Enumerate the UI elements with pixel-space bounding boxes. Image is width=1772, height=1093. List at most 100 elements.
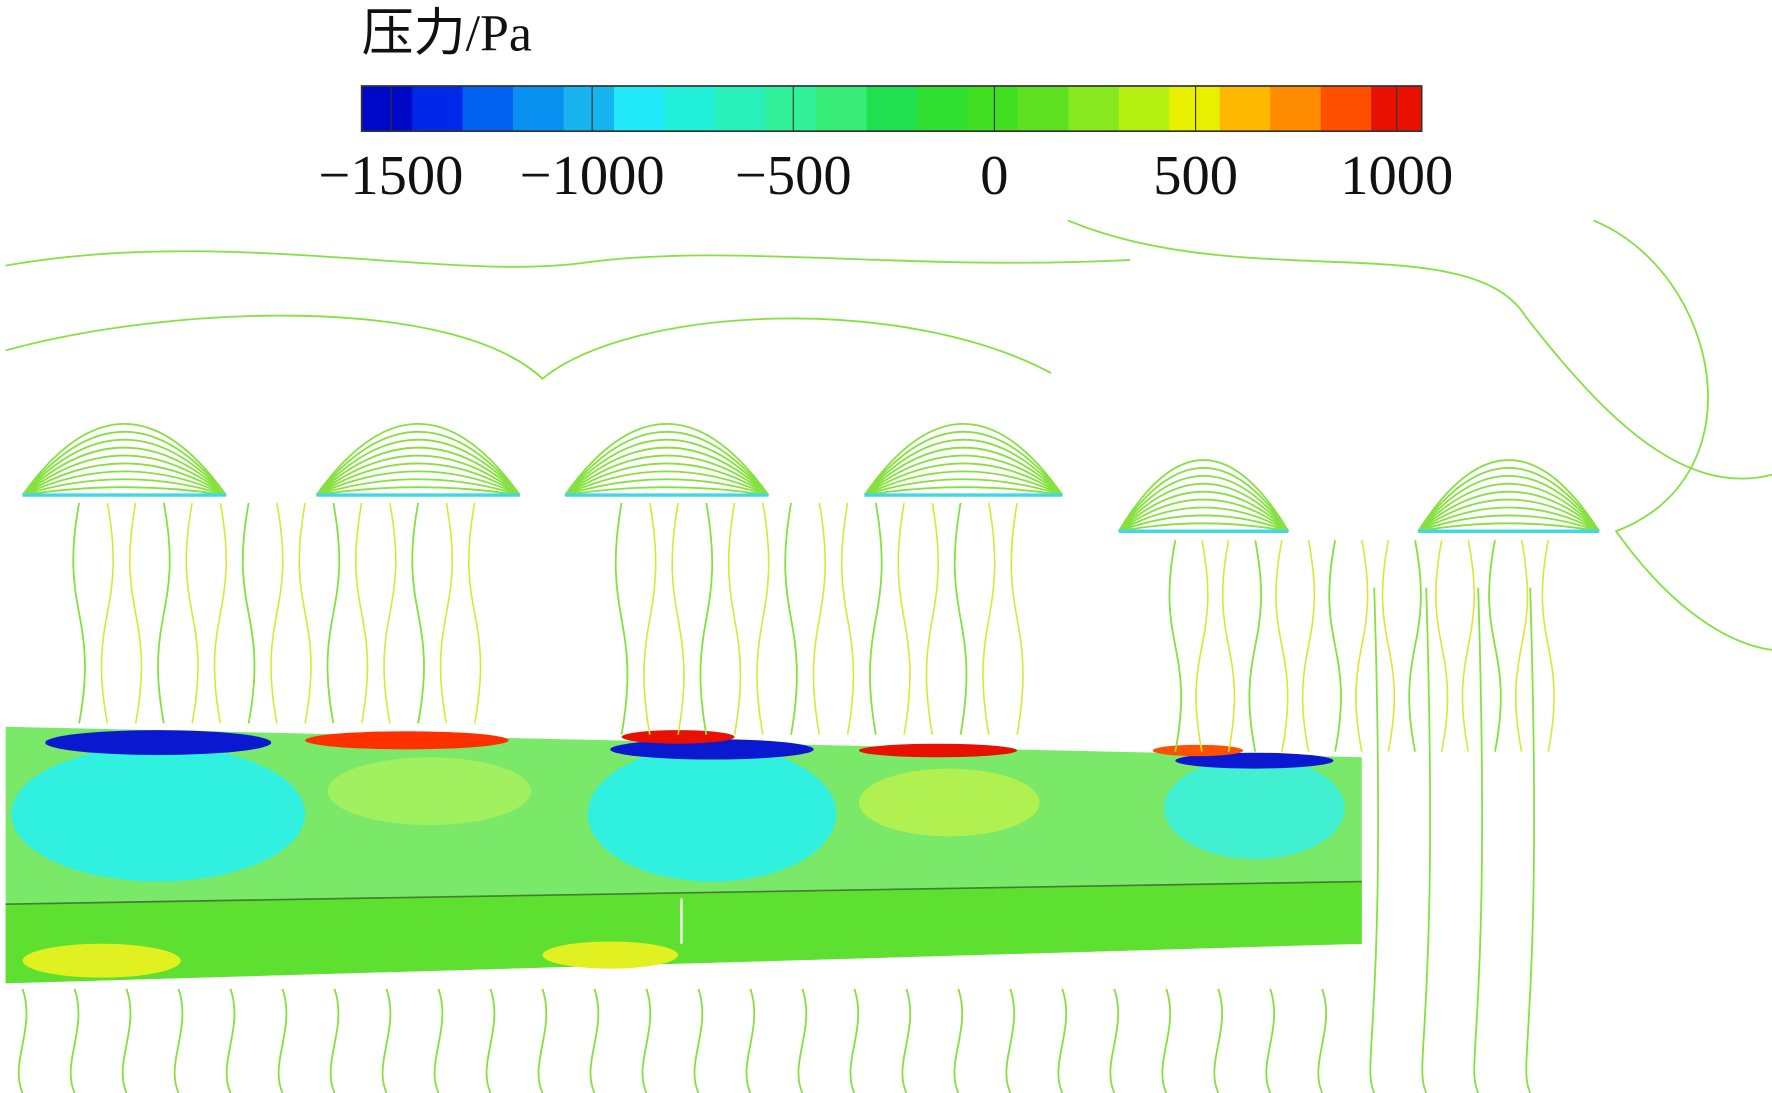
contour-line (564, 478, 769, 496)
contour-line (1168, 540, 1183, 752)
contour-line (564, 431, 770, 496)
low-pressure-zone (587, 745, 837, 882)
contour-line (173, 988, 184, 1093)
contour-line (316, 486, 520, 496)
colorbar-tick-label: −1500 (319, 145, 464, 207)
contour-line (1317, 988, 1327, 1093)
contour-line (564, 470, 769, 496)
colorbar-band (462, 85, 514, 132)
high-pressure-zone (305, 731, 509, 750)
contour-line (812, 502, 826, 735)
colorbar-band (815, 85, 867, 132)
contour-line (1275, 540, 1289, 752)
colorbar-band (614, 85, 666, 132)
contour-line (1473, 587, 1483, 1093)
colorbar-band (866, 85, 918, 132)
low-pressure-zone (1175, 752, 1334, 769)
contour-line (22, 486, 227, 496)
contour-line (863, 422, 1064, 496)
contour-line (1417, 498, 1600, 532)
contour-line (270, 502, 284, 724)
contour-line (316, 478, 521, 496)
contour-line (439, 502, 453, 724)
contour-line (564, 486, 769, 496)
contour-line (1118, 514, 1289, 533)
contour-line (564, 438, 770, 496)
contour-line (1417, 467, 1600, 532)
field-zone (542, 941, 679, 969)
contour-line (277, 988, 288, 1093)
contour-line (614, 502, 629, 735)
contour-line (315, 446, 521, 496)
contour-line (1067, 219, 1772, 480)
contour-line (21, 422, 227, 496)
contour-line (1118, 506, 1289, 533)
contour-line (121, 988, 132, 1093)
contour-line (693, 988, 704, 1093)
contour-line (1369, 587, 1380, 1093)
contour-line (5, 314, 1052, 380)
contour-line (1435, 540, 1449, 752)
contour-line (298, 502, 312, 724)
contour-line (564, 462, 769, 496)
colorbar-band (1219, 85, 1271, 132)
contour-line (953, 502, 968, 735)
contour-line (1417, 506, 1600, 533)
colorbar-band (563, 85, 615, 132)
contour-line (1461, 540, 1475, 752)
colorbar: −1500 −1000 −500 0 500 1000 (319, 85, 1453, 207)
contour-line (864, 486, 1063, 496)
contour-line (157, 502, 171, 724)
colorbar-frame (360, 85, 1423, 133)
contour-line (1417, 474, 1600, 532)
contour-line (756, 502, 770, 735)
contour-line (316, 470, 521, 496)
colorbar-band (513, 85, 565, 132)
contour-line (1265, 988, 1275, 1093)
contour-line (5, 250, 1131, 268)
contour-line (671, 502, 685, 735)
contour-line (564, 446, 770, 496)
contour-line (864, 462, 1063, 496)
contour-line (1525, 587, 1535, 1093)
contour-line (863, 454, 1063, 496)
contour-line (1355, 540, 1369, 752)
colorbar-title: 压力/Pa (362, 5, 532, 62)
contour-line (69, 988, 80, 1093)
contour-line (329, 988, 340, 1093)
contour-line (1328, 540, 1342, 752)
contour-line (1118, 459, 1290, 532)
colorbar-tick-label: 500 (1153, 145, 1238, 207)
low-pressure-zone (11, 745, 306, 882)
contour-line (185, 502, 199, 724)
contour-line (213, 502, 227, 724)
contour-line (1418, 522, 1600, 533)
contour-line (21, 438, 227, 496)
contour-line (1118, 490, 1289, 532)
contour-line (727, 502, 742, 735)
contour-line (241, 502, 256, 724)
contour-line (797, 988, 808, 1093)
contour-line (863, 446, 1063, 496)
contour-line (1593, 219, 1772, 651)
contour-line (1381, 540, 1396, 752)
duct-edge (5, 880, 1362, 906)
colorbar-tick-label: −1000 (520, 145, 665, 207)
contour-line (863, 438, 1063, 496)
contour-line (100, 502, 114, 724)
colorbar-tick-label: −500 (735, 145, 852, 207)
contour-line (381, 988, 392, 1093)
contour-line (641, 988, 652, 1093)
contour-line (1408, 540, 1422, 752)
contour-line (589, 988, 600, 1093)
contour-line (864, 478, 1063, 496)
contour-line (21, 431, 227, 496)
colorbar-band (664, 85, 716, 132)
contour-line (72, 502, 86, 724)
contour-lines (17, 422, 1600, 1093)
contour-line (22, 478, 227, 496)
colorbar-band (1017, 85, 1069, 132)
contour-line (315, 454, 521, 496)
contour-line (1417, 482, 1600, 532)
